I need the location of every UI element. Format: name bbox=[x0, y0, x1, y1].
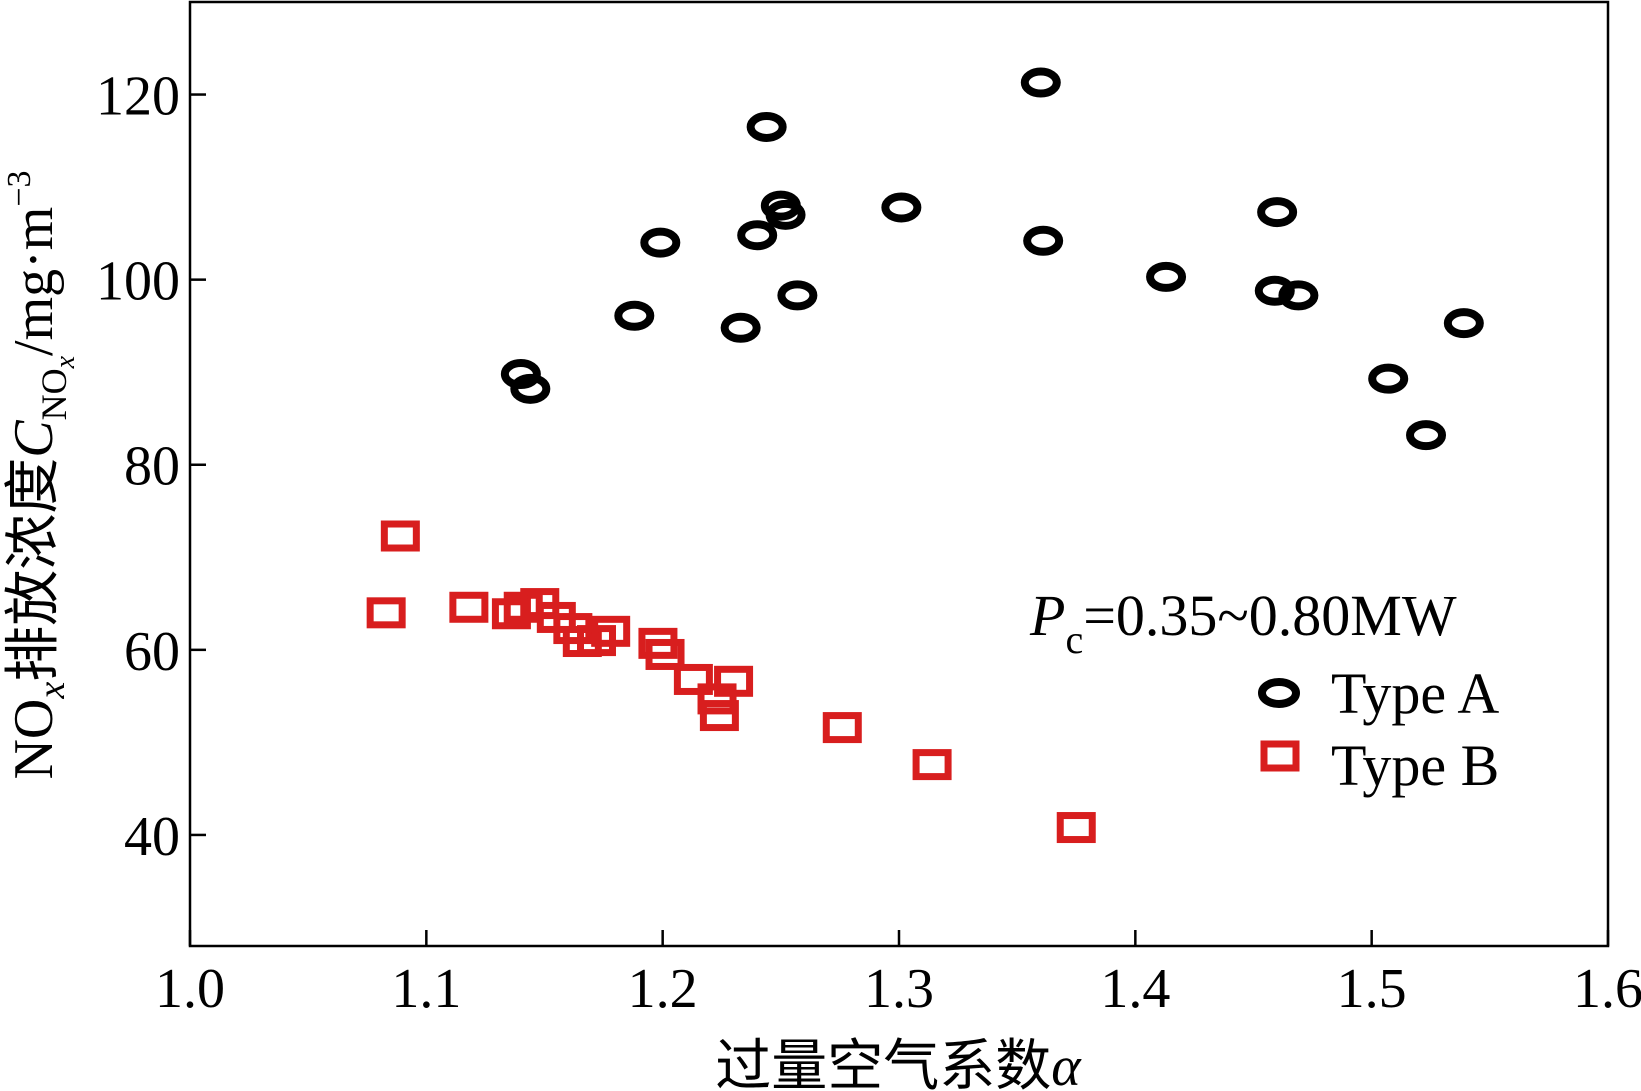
x-tick-label: 1.6 bbox=[1573, 958, 1641, 1020]
annotation-sub: c bbox=[1065, 617, 1083, 662]
x-axis-title-main: 过量空气系数 bbox=[715, 1034, 1051, 1091]
point-type-a bbox=[1257, 197, 1298, 228]
x-tick-label: 1.4 bbox=[1100, 958, 1170, 1020]
legend: Type A Type B bbox=[1258, 661, 1499, 798]
point-type-b bbox=[366, 597, 406, 629]
point-type-a bbox=[640, 227, 681, 258]
annotation-var: P bbox=[1029, 583, 1065, 648]
axis-tick-labels: 1.0 1.1 1.2 1.3 1.4 1.5 1.6 40 60 80 100 120 bbox=[96, 66, 1641, 1020]
x-tick-label: 1.5 bbox=[1337, 958, 1407, 1020]
axis-ticks bbox=[188, 93, 1610, 946]
point-type-b bbox=[645, 638, 685, 670]
point-type-a bbox=[1020, 67, 1061, 98]
y-axis-title-prefix: NO bbox=[3, 699, 65, 780]
y-tick-label: 60 bbox=[124, 621, 180, 683]
y-axis-title-main: 排放浓度 bbox=[1, 458, 66, 682]
point-type-b bbox=[912, 749, 952, 781]
x-tick-label: 1.2 bbox=[628, 958, 698, 1020]
point-type-a bbox=[510, 373, 551, 404]
point-type-a bbox=[881, 192, 922, 223]
point-type-b bbox=[449, 591, 489, 623]
y-tick-label: 100 bbox=[96, 251, 180, 313]
x-tick-label: 1.0 bbox=[155, 958, 225, 1020]
point-type-a bbox=[1406, 420, 1447, 451]
point-type-a bbox=[614, 300, 655, 331]
point-type-a bbox=[1023, 225, 1064, 256]
plot-frame bbox=[188, 0, 1610, 948]
x-axis-title: 过量空气系数α bbox=[715, 1034, 1082, 1091]
point-type-a bbox=[500, 359, 541, 390]
y-tick-label: 40 bbox=[124, 806, 180, 868]
y-axis-title-unit: /mg·m bbox=[3, 207, 65, 356]
y-tick-label: 120 bbox=[96, 66, 180, 128]
y-axis-title-var: C bbox=[3, 420, 65, 458]
point-type-b bbox=[822, 712, 862, 744]
y-axis-title-var-sub: NO bbox=[34, 368, 74, 420]
point-type-b bbox=[699, 700, 739, 732]
point-type-a bbox=[1146, 261, 1187, 292]
point-type-a bbox=[720, 312, 761, 343]
point-type-a bbox=[1254, 275, 1295, 306]
y-axis-title-unit-sup: −3 bbox=[1, 170, 38, 206]
annotation-text: =0.35~0.80MW bbox=[1083, 583, 1457, 648]
point-type-a bbox=[1368, 363, 1409, 394]
y-tick-label: 80 bbox=[124, 436, 180, 498]
legend-marker-type-b bbox=[1260, 740, 1300, 772]
point-type-a bbox=[765, 199, 806, 230]
point-type-a bbox=[737, 220, 778, 251]
x-axis-title-var: α bbox=[1051, 1036, 1082, 1091]
y-axis-title: NOx排放浓度CNOx/mg·m−3 bbox=[1, 170, 81, 779]
y-axis-title-var-sub-sub: x bbox=[50, 355, 81, 369]
point-type-a bbox=[746, 111, 787, 142]
legend-marker-type-a bbox=[1258, 678, 1300, 708]
x-tick-label: 1.1 bbox=[391, 958, 461, 1020]
data-points bbox=[366, 67, 1484, 844]
point-type-b bbox=[1056, 812, 1096, 844]
point-type-b bbox=[673, 663, 713, 695]
point-type-a bbox=[777, 280, 818, 311]
point-type-b bbox=[380, 520, 420, 552]
x-tick-label: 1.3 bbox=[864, 958, 934, 1020]
y-axis-title-prefix-sub: x bbox=[31, 682, 73, 700]
legend-label-type-a: Type A bbox=[1331, 661, 1499, 726]
point-type-b bbox=[714, 665, 754, 697]
point-type-a bbox=[1278, 280, 1319, 311]
chart-annotation: Pc=0.35~0.80MW bbox=[1029, 583, 1457, 662]
point-type-a bbox=[1443, 308, 1484, 339]
point-type-b bbox=[591, 615, 631, 647]
legend-label-type-b: Type B bbox=[1331, 733, 1499, 798]
